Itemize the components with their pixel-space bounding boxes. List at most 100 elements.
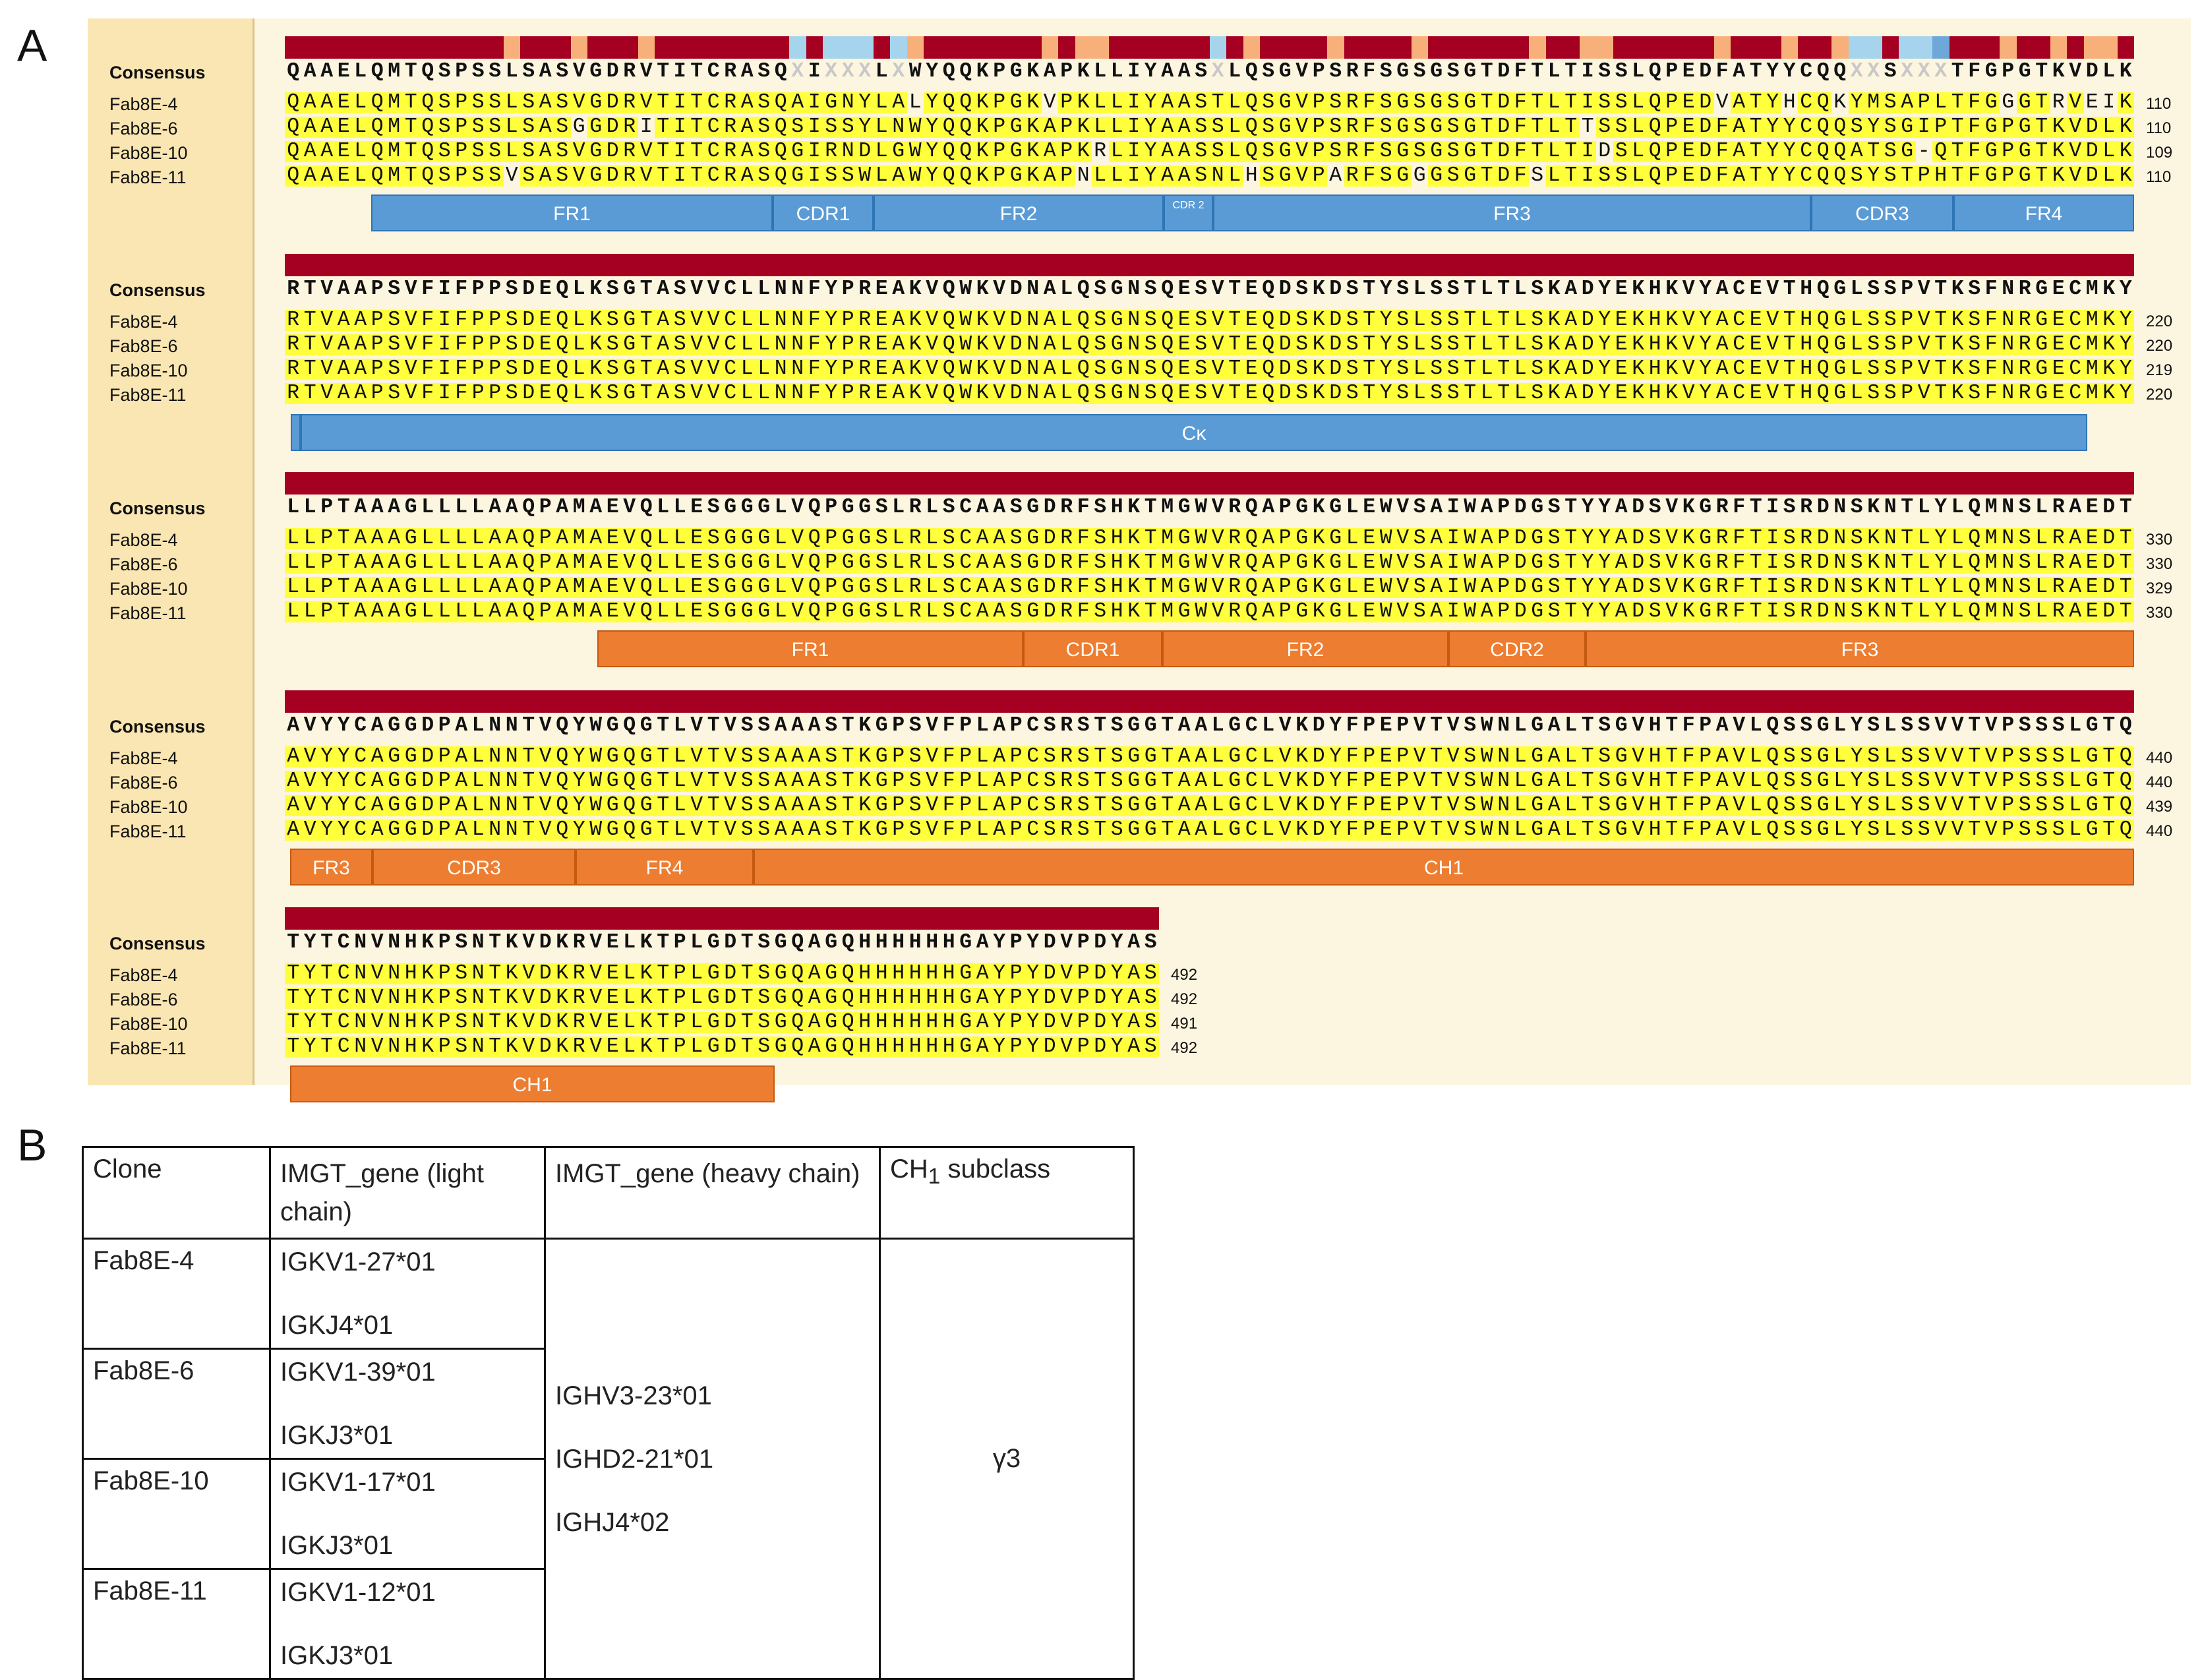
residue: S [873, 553, 890, 574]
conservation-cell [638, 907, 655, 930]
residue: G [2033, 334, 2050, 355]
residue: L [453, 577, 470, 598]
residue: F [1512, 141, 1529, 162]
residue: T [1361, 383, 1378, 404]
residue: K [1125, 601, 1143, 622]
residue: I [1125, 165, 1143, 187]
residue: D [1697, 92, 1714, 113]
residue: V [1294, 141, 1311, 162]
residue: Q [371, 60, 384, 83]
residue: V [1915, 334, 1932, 355]
residue: S [789, 117, 806, 138]
residue: S [756, 771, 773, 792]
residue: K [908, 278, 922, 301]
residue: L [924, 528, 941, 549]
residue: T [1226, 334, 1243, 355]
residue: S [1142, 310, 1159, 331]
residue: V [623, 496, 636, 519]
header-light-chain-text: IMGT_gene (light chain) [280, 1159, 485, 1226]
residue: S [1865, 310, 1882, 331]
conservation-cell [1025, 36, 1042, 59]
residue: K [1630, 334, 1647, 355]
residue: M [1159, 553, 1176, 574]
conservation-cell [301, 690, 318, 713]
conservation-cell [1327, 254, 1344, 276]
conservation-cell [587, 690, 605, 713]
residue: V [320, 278, 334, 301]
residue: R [1713, 553, 1731, 574]
residue: S [386, 383, 403, 404]
residue: R [2052, 496, 2065, 519]
residue: P [1663, 117, 1681, 138]
conservation-cell [1075, 907, 1092, 930]
residue: N [1831, 577, 1849, 598]
residue: A [1428, 528, 1445, 549]
residue: A [505, 496, 518, 519]
residue: S [1108, 795, 1125, 816]
residue: R [856, 383, 874, 404]
residue: S [1144, 931, 1157, 954]
residue: R [621, 141, 638, 162]
residue: Y [1932, 528, 1949, 549]
residue: E [1379, 714, 1392, 737]
conservation-cell [722, 690, 739, 713]
residue: T [1495, 359, 1512, 380]
residue: T [657, 60, 670, 83]
residue: A [1175, 141, 1193, 162]
residue: T [740, 931, 754, 954]
conservation-cell [453, 907, 470, 930]
conservation-cell [570, 472, 587, 495]
conservation-cell [1982, 254, 2000, 276]
residue: V [1295, 60, 1309, 83]
residue: A [655, 383, 672, 404]
residue: Q [1243, 528, 1260, 549]
residue: Q [839, 1012, 856, 1033]
sequence-end-position: 220 [2146, 337, 2173, 355]
residue: S [1075, 746, 1092, 767]
residue: S [2018, 714, 2031, 737]
residue: G [638, 820, 655, 841]
residue: G [873, 771, 890, 792]
conservation-cell [705, 907, 722, 930]
residue: S [1142, 383, 1159, 404]
conservation-cell [1175, 472, 1193, 495]
residue: D [1327, 310, 1344, 331]
residue: K [587, 383, 605, 404]
residue: T [1781, 359, 1798, 380]
conservation-cell [1025, 907, 1042, 930]
residue: G [825, 931, 838, 954]
residue: T [1579, 795, 1596, 816]
residue: A [371, 714, 384, 737]
residue: A [335, 310, 352, 331]
residue: V [1949, 820, 1966, 841]
residue: V [1680, 310, 1697, 331]
residue: K [638, 963, 655, 984]
residue: V [1060, 931, 1073, 954]
residue: Y [1932, 601, 1949, 622]
residue: A [354, 496, 367, 519]
residue: V [924, 795, 941, 816]
residue: S [388, 278, 401, 301]
residue: Y [823, 383, 840, 404]
residue: X [825, 60, 838, 83]
residue: A [587, 528, 605, 549]
residue: S [1781, 553, 1798, 574]
residue: C [335, 1012, 352, 1033]
residue: C [1800, 60, 1813, 83]
residue: K [2119, 60, 2132, 83]
residue: S [1043, 714, 1056, 737]
residue: G [623, 278, 636, 301]
residue: L [974, 771, 991, 792]
residue: V [1444, 820, 1462, 841]
residue: S [1781, 528, 1798, 549]
residue: R [2052, 91, 2065, 114]
residue: G [774, 931, 787, 954]
residue: R [722, 165, 739, 187]
residue: A [1613, 577, 1630, 598]
residue: V [402, 383, 419, 404]
conservation-cell [1142, 690, 1159, 713]
residue: A [789, 92, 806, 113]
residue: V [1982, 795, 2000, 816]
